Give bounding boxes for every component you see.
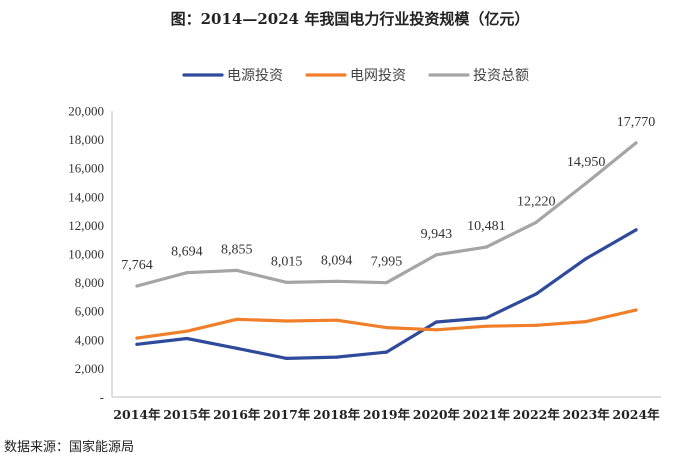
data-label: 8,694 [171, 245, 203, 260]
data-point [484, 316, 488, 320]
x-axis: 2014年 2015年 2016年 2017年 2018年 2019年 2020年 2021年… [112, 396, 661, 422]
x-tick-label: 2019年 [363, 407, 411, 422]
legend-label: 电源投资 [227, 68, 283, 84]
x-tick-label: 2024年 [612, 407, 660, 422]
legend-label: 电网投资 [350, 68, 406, 84]
y-tick-label: 20,000 [68, 104, 104, 119]
data-label: 17,770 [617, 115, 656, 130]
series-lines [135, 141, 638, 360]
data-label: 10,481 [467, 219, 506, 234]
data-point [185, 329, 189, 333]
data-point [434, 328, 439, 332]
y-tick-label: 6,000 [75, 304, 104, 319]
data-point [384, 325, 389, 330]
data-point [185, 336, 189, 341]
data-point [235, 268, 239, 272]
y-tick-label: 16,000 [68, 161, 104, 176]
y-tick-label: - [100, 390, 104, 405]
y-axis: - 2,000 4,000 6,000 8,000 10,000 12,000 14,000 1… [68, 104, 113, 405]
x-tick-label: 2022年 [513, 407, 561, 422]
data-point [235, 346, 239, 350]
data-point [235, 317, 239, 321]
data-point [634, 228, 638, 232]
data-point [334, 318, 339, 322]
data-point [634, 141, 638, 145]
data-point [135, 284, 139, 288]
x-tick-label: 2021年 [463, 407, 511, 422]
data-label: 8,015 [271, 254, 303, 269]
data-label: 9,943 [421, 227, 453, 242]
y-tick-label: 14,000 [68, 189, 104, 204]
y-tick-label: 12,000 [68, 218, 104, 233]
x-tick-label: 2014年 [113, 407, 161, 422]
data-label: 7,995 [371, 255, 403, 270]
data-label: 8,855 [221, 242, 253, 257]
legend-label: 投资总额 [473, 68, 529, 84]
x-tick-label: 2018年 [313, 407, 361, 422]
x-tick-label: 2023年 [562, 407, 610, 422]
data-label: 14,950 [567, 155, 606, 170]
data-point [534, 323, 538, 327]
data-point [285, 280, 289, 284]
data-point [434, 253, 439, 257]
data-point [484, 324, 488, 328]
data-labels: 7,764 8,694 8,855 8,015 8,094 7,995 9,943 10,48… [121, 115, 655, 273]
y-tick-label: 10,000 [68, 247, 104, 262]
data-point [384, 350, 389, 354]
data-label: 8,094 [321, 253, 353, 268]
x-tick-label: 2020年 [413, 407, 461, 422]
chart-title: 图：2014—2024 年我国电力行业投资规模（亿元） [170, 10, 530, 28]
data-point [434, 320, 439, 324]
x-tick-label: 2016年 [213, 407, 261, 422]
x-tick-label: 2015年 [163, 407, 211, 422]
y-tick-label: 18,000 [68, 132, 104, 147]
data-point [135, 342, 139, 346]
data-point [584, 257, 588, 261]
series-line [135, 308, 638, 340]
data-source: 数据来源：国家能源局 [4, 440, 135, 455]
series-line [135, 228, 638, 360]
data-point [384, 281, 389, 285]
x-tick-label: 2017年 [263, 407, 311, 422]
data-label: 12,220 [517, 194, 556, 209]
data-point [534, 220, 538, 224]
data-point [285, 319, 289, 323]
data-point [584, 181, 588, 185]
data-point [584, 319, 588, 324]
y-tick-label: 8,000 [75, 275, 104, 290]
y-tick-label: 2,000 [75, 361, 104, 376]
legend: 电源投资 电网投资 投资总额 [182, 68, 529, 84]
data-point [334, 355, 339, 359]
data-point [334, 279, 339, 283]
data-point [484, 245, 488, 249]
data-label: 7,764 [121, 258, 153, 273]
y-tick-label: 4,000 [75, 332, 104, 347]
data-point [285, 356, 289, 360]
data-point [185, 271, 189, 275]
data-point [634, 308, 638, 312]
data-point [135, 336, 139, 340]
data-point [534, 292, 538, 296]
